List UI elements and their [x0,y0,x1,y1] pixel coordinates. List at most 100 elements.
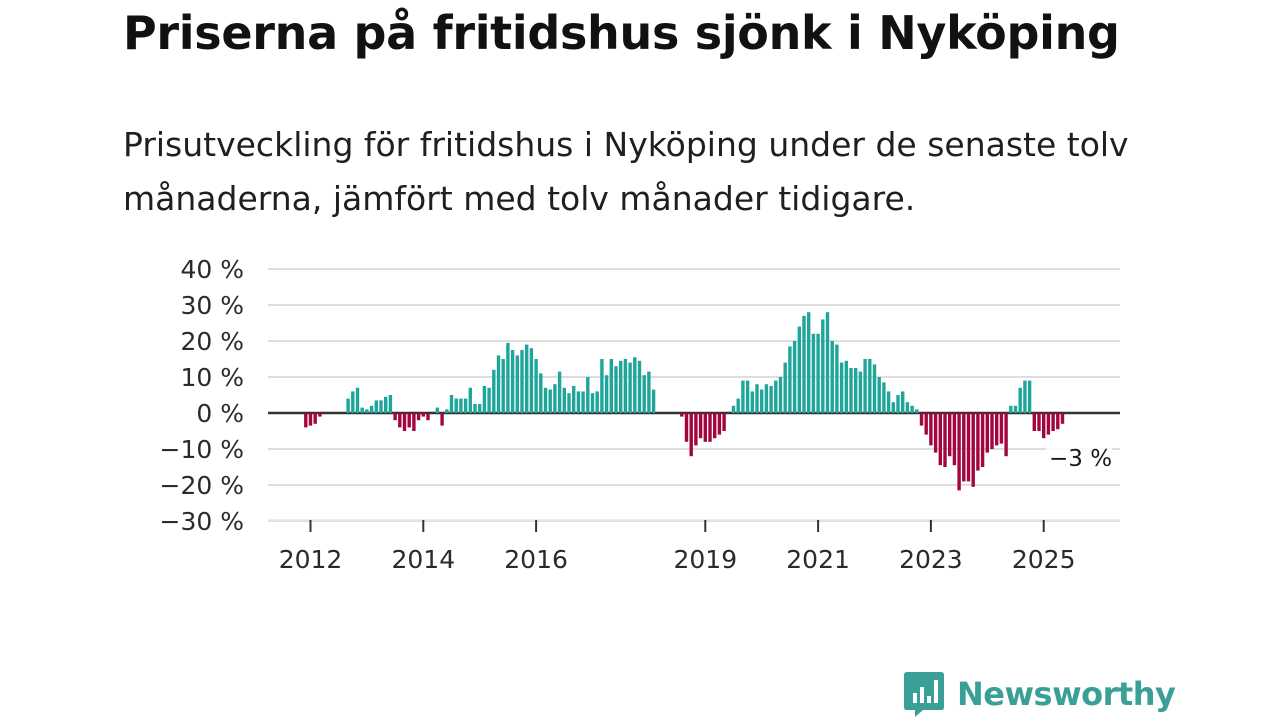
bar-negative [976,413,980,471]
bar-positive [590,393,595,413]
x-tick-label: 2014 [391,545,455,574]
bar-chart: 40 %30 %20 %10 %0 %−10 %−20 %−30 % 2012 2… [160,255,1120,574]
bar-positive [548,389,552,413]
bar-negative [966,413,971,482]
bar-positive [637,360,642,413]
bar-negative [680,413,684,417]
bar-positive [901,391,905,413]
bar-negative [318,413,322,417]
bar-negative [304,413,308,428]
x-tick-label: 2019 [673,545,737,574]
chart-subtitle: Prisutveckling för fritidshus i Nyköping… [123,125,1129,218]
bar-negative [1051,413,1055,431]
bars [304,312,1065,491]
bar-negative [684,413,689,442]
bar-positive [783,362,787,413]
bar-positive [863,359,867,413]
bar-positive [896,395,900,413]
bar-negative [313,413,317,424]
bar-positive [886,391,891,413]
bar-positive [614,366,618,413]
bar-positive [576,391,581,413]
bar-positive [468,387,472,413]
bar-negative [713,413,717,439]
bar-positive [745,380,750,413]
bar-positive [384,396,388,413]
bar-positive [792,341,797,413]
bar-negative [943,413,947,467]
bar-negative [694,413,698,446]
bar-positive [849,368,853,413]
y-axis-ticks: 40 % 30 % 20 % 10 % 0 % −10 % −20 % −30 % [160,255,244,536]
brand-name: Newsworthy [957,675,1176,713]
bar-positive [510,350,515,413]
bar-positive [478,404,482,413]
bar-positive [567,393,571,413]
bar-positive [449,395,454,413]
annotation-label: −3 % [1049,446,1112,472]
bar-positive [736,398,740,413]
bar-negative [971,413,975,487]
bar-negative [402,413,407,431]
bar-negative [952,413,957,466]
bar-positive [379,400,383,413]
x-tick-label: 2012 [279,545,343,574]
bar-positive [1018,387,1022,413]
bar-negative [412,413,416,431]
x-tick-label: 2021 [786,545,850,574]
bar-negative [717,413,722,435]
bar-positive [619,360,623,413]
bar-positive [774,380,778,413]
newsworthy-logo[interactable]: Newsworthy [903,671,1176,717]
bar-positive [811,333,816,413]
bar-negative [689,413,693,457]
bar-positive [830,341,834,413]
bar-negative [1037,413,1041,431]
bar-positive [482,386,487,413]
y-tick-label: 20 % [180,327,244,356]
bar-positive [365,409,369,413]
bar-negative [708,413,712,442]
bar-positive [844,360,848,413]
bar-positive [1027,380,1032,413]
bar-positive [435,407,440,413]
bar-positive [388,395,393,413]
bar-positive [868,359,872,413]
bar-positive [755,384,759,413]
bar-negative [1046,413,1051,435]
bar-positive [905,402,910,413]
bar-positive [915,409,919,413]
bar-negative [393,413,397,421]
bar-negative [919,413,924,426]
bar-positive [463,398,468,413]
bar-positive [374,400,378,413]
bar-positive [858,371,863,413]
bar-positive [553,384,557,413]
bar-positive [628,362,632,413]
bar-positive [369,405,374,413]
bar-positive [581,391,585,413]
bar-negative [407,413,411,428]
bar-positive [515,355,519,413]
bar-positive [642,375,646,413]
bar-positive [835,344,839,413]
bar-positive [872,364,877,413]
x-tick-label: 2016 [504,545,568,574]
bar-positive [496,355,501,413]
bar-positive [731,405,736,413]
y-tick-label: 0 % [196,399,244,428]
bar-positive [543,387,548,413]
bar-positive [539,373,543,413]
bar-negative [1060,413,1065,424]
y-tick-label: 10 % [180,363,244,392]
bar-positive [572,386,576,413]
bar-positive [459,398,463,413]
bar-positive [604,375,609,413]
bar-positive [360,407,364,413]
bar-positive [1013,405,1018,413]
bar-negative [938,413,942,466]
bar-negative [703,413,707,442]
bar-positive [351,391,355,413]
bar-negative [1056,413,1060,430]
bar-positive [910,405,914,413]
